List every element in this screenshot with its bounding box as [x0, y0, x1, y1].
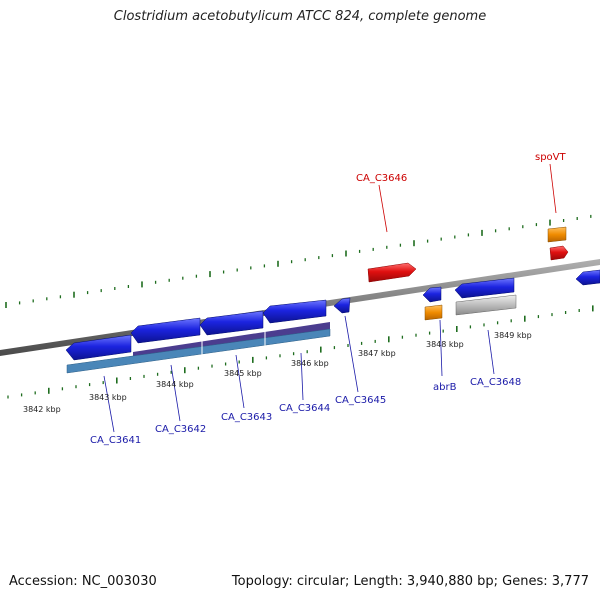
gene-right-edge[interactable]	[575, 269, 600, 286]
gene-spoVT[interactable]	[549, 245, 569, 261]
scale-label: 3844 kbp	[156, 380, 194, 389]
gene-label-spoVT[interactable]: spoVT	[535, 152, 567, 163]
connector-CA_C3645	[344, 315, 359, 393]
upper-scale-ticks	[5, 214, 592, 308]
connector-CA_C3644	[300, 352, 304, 401]
connector-spoVT	[549, 163, 557, 214]
connector-abrB	[439, 319, 443, 377]
gene-CA_C3644[interactable]	[262, 299, 327, 324]
lower-scale-ticks	[7, 305, 594, 399]
connector-CA_C3648	[487, 329, 495, 375]
gene-label-abrB[interactable]: abrB	[433, 382, 457, 393]
connector-CA_C3646	[378, 184, 388, 233]
scale-label: 3848 kbp	[426, 340, 464, 349]
gene-label-CA_C3641[interactable]: CA_C3641	[90, 435, 141, 446]
gene-CA_C3643[interactable]	[199, 310, 264, 336]
accession-text: Accession: NC_003030	[9, 574, 157, 589]
forward-genes	[367, 226, 569, 283]
map-title: Clostridium acetobutylicum ATCC 824, com…	[113, 9, 487, 24]
scale-label: 3842 kbp	[23, 405, 61, 414]
gene-label-CA_C3642[interactable]: CA_C3642	[155, 424, 206, 435]
genome-summary-text: Topology: circular; Length: 3,940,880 bp…	[231, 574, 589, 589]
cds-band-light	[66, 328, 331, 374]
gene-label-CA_C3645[interactable]: CA_C3645	[335, 395, 386, 406]
gene-abrB[interactable]	[422, 286, 442, 303]
reverse-genes	[65, 269, 600, 361]
gene-CA_C3648[interactable]	[454, 277, 515, 299]
gene-labels: CA_C3641 CA_C3642 CA_C3643 CA_C3644 CA_C…	[90, 152, 567, 446]
scale-label: 3846 kbp	[291, 359, 329, 368]
scale-label: 3847 kbp	[358, 349, 396, 358]
gene-label-CA_C3644[interactable]: CA_C3644	[279, 403, 330, 414]
scale-label: 3849 kbp	[494, 331, 532, 340]
scale-label: 3843 kbp	[89, 393, 127, 402]
cds-bands	[66, 322, 331, 374]
gene-CA_C3641[interactable]	[65, 334, 132, 361]
connector-CA_C3643	[235, 354, 245, 409]
gene-CA_C3645[interactable]	[333, 297, 351, 314]
gene-label-CA_C3643[interactable]: CA_C3643	[221, 412, 272, 423]
gene-CA_C3648-grey[interactable]	[455, 294, 517, 316]
gene-CA_C3646[interactable]	[367, 262, 417, 283]
gene-spoVT-rna[interactable]	[547, 226, 567, 243]
connector-CA_C3642	[170, 364, 181, 422]
connector-CA_C3641	[103, 375, 115, 433]
gene-abrB-rna[interactable]	[424, 304, 443, 321]
gene-label-CA_C3646[interactable]: CA_C3646	[356, 173, 407, 184]
scale-labels: 3842 kbp 3843 kbp 3844 kbp 3845 kbp 3846…	[23, 331, 532, 414]
gene-CA_C3642[interactable]	[130, 317, 201, 344]
label-connectors	[103, 163, 557, 433]
gene-label-CA_C3648[interactable]: CA_C3648	[470, 377, 521, 388]
scale-label: 3845 kbp	[224, 369, 262, 378]
